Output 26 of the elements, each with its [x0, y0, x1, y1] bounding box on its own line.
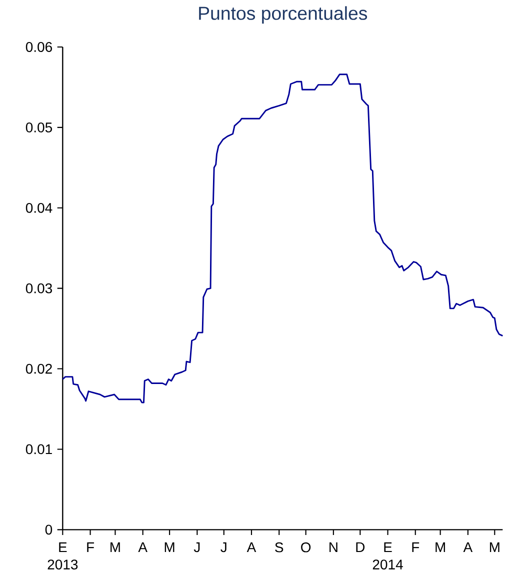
- y-tick-label: 0: [45, 524, 52, 535]
- y-tick-label: 0.02: [26, 364, 52, 374]
- x-tick-label: O: [301, 542, 311, 552]
- x-tick-label: M: [490, 542, 500, 552]
- y-tick-label: 0.06: [26, 42, 52, 52]
- x-tick-label: J: [194, 542, 200, 552]
- x-tick-label: M: [164, 542, 174, 552]
- x-tick-label: F: [87, 542, 94, 552]
- y-tick-label: 0.01: [26, 444, 52, 454]
- x-tick-label: N: [330, 542, 338, 552]
- line-series: [62, 74, 504, 404]
- x-tick-label: E 2014: [372, 542, 403, 570]
- x-tick-label: M: [436, 542, 445, 552]
- x-tick-label: D: [356, 542, 365, 552]
- x-tick-label: J: [220, 542, 226, 552]
- x-tick-label: A: [138, 542, 148, 552]
- y-tick-label: 0.03: [26, 283, 52, 294]
- x-tick-label: M: [110, 542, 120, 552]
- y-tick-label: 0.04: [26, 202, 52, 213]
- x-tick-label: A: [246, 542, 256, 552]
- chart-title: Puntos porcentuales: [199, 6, 368, 24]
- x-tick-label: S: [275, 542, 284, 552]
- x-tick-label: F: [412, 542, 420, 552]
- y-tick-label: 0.05: [26, 122, 52, 132]
- x-tick-label: E 2013: [48, 542, 78, 570]
- x-tick-label: A: [463, 542, 473, 552]
